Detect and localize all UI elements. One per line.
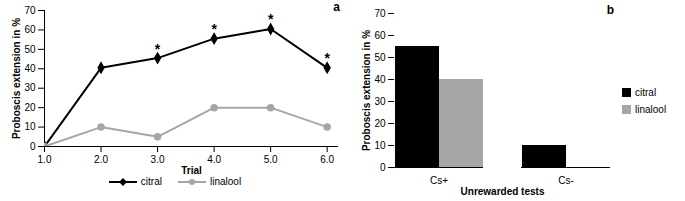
svg-text:0: 0 — [380, 161, 386, 172]
svg-text:30: 30 — [24, 82, 36, 93]
svg-text:Trial: Trial — [181, 165, 202, 176]
html-text:b: b — [606, 2, 614, 17]
svg-text:Cs-: Cs- — [558, 174, 574, 185]
svg-text:20: 20 — [374, 117, 386, 128]
svg-text:40: 40 — [24, 63, 36, 74]
svg-text:30: 30 — [374, 95, 386, 106]
svg-text:60: 60 — [374, 29, 386, 40]
html-text:linalool: linalool — [635, 103, 667, 115]
svg-text:70: 70 — [24, 5, 36, 16]
svg-text:2.0: 2.0 — [94, 154, 108, 165]
svg-text:Cs+: Cs+ — [430, 174, 448, 185]
svg-text:10: 10 — [374, 139, 386, 150]
svg-text:1.0: 1.0 — [38, 154, 52, 165]
svg-text:*: * — [268, 11, 274, 27]
svg-text:*: * — [155, 41, 161, 57]
svg-text:Proboscis extension in %: Proboscis extension in % — [11, 18, 22, 139]
svg-text:0: 0 — [30, 141, 36, 152]
svg-text:Unrewarded tests: Unrewarded tests — [461, 185, 545, 196]
svg-text:50: 50 — [374, 51, 386, 62]
svg-text:*: * — [211, 21, 217, 37]
svg-text:70: 70 — [374, 7, 386, 18]
svg-text:50: 50 — [24, 44, 36, 55]
svg-text:6.0: 6.0 — [320, 154, 334, 165]
svg-text:3.0: 3.0 — [151, 154, 165, 165]
svg-text:4.0: 4.0 — [207, 154, 221, 165]
svg-text:Proboscis extension in %: Proboscis extension in % — [361, 29, 372, 150]
svg-text:20: 20 — [24, 102, 36, 113]
html-text:citral: citral — [635, 86, 657, 98]
svg-text:5.0: 5.0 — [264, 154, 278, 165]
html-text:a: a — [333, 0, 340, 14]
html-text:citral: citral — [140, 176, 162, 187]
svg-text:60: 60 — [24, 24, 36, 35]
svg-text:40: 40 — [374, 73, 386, 84]
html-text:linalool: linalool — [210, 176, 242, 187]
svg-text:*: * — [324, 50, 330, 66]
svg-text:10: 10 — [24, 121, 36, 132]
